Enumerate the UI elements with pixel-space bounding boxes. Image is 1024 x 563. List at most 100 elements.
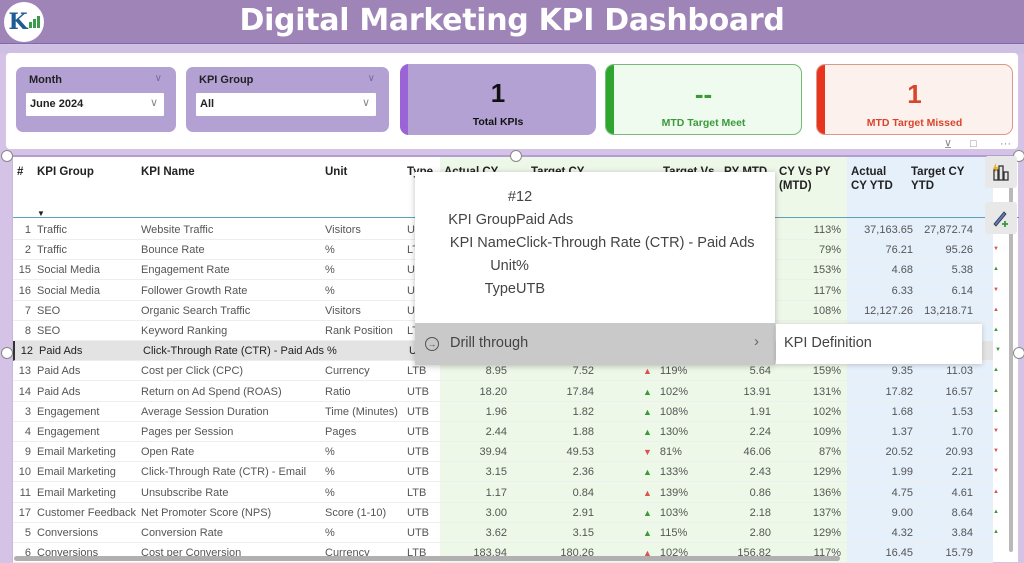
up-arrow-icon: ▲	[993, 306, 999, 313]
down-arrow-icon: ▼	[993, 448, 999, 455]
kpi-group-cell: Social Media	[37, 264, 100, 277]
up-arrow-icon: ▲	[643, 366, 652, 377]
kpi-group-cell: Engagement	[37, 426, 100, 438]
cy-vs-py-cell: 129%	[812, 466, 841, 479]
actual-cy-ytd-cell: 16.45	[885, 547, 913, 560]
kpi-group-cell: Conversions	[37, 527, 99, 539]
row-num: 9	[24, 446, 31, 459]
tooltip-key: Unit	[490, 258, 516, 274]
resize-handle[interactable]	[1013, 347, 1024, 359]
chevron-right-icon: ›	[754, 333, 759, 350]
unit-cell: %	[325, 446, 335, 459]
kpi-group-cell: Email Marketing	[37, 466, 116, 479]
col-header-num[interactable]: #	[17, 166, 24, 178]
target-vs-cell: ▲ 133%	[643, 466, 688, 478]
resize-handle[interactable]	[1, 347, 13, 359]
resize-handle[interactable]	[1, 150, 13, 162]
up-arrow-icon: ▲	[643, 467, 652, 478]
month-slicer-label: Month	[29, 74, 62, 86]
cy-vs-py-cell: 87%	[818, 446, 841, 459]
type-cell: UTB	[407, 446, 429, 459]
unit-cell: Time (Minutes)	[325, 405, 398, 418]
kpi-definition-menu-item[interactable]: KPI Definition	[784, 335, 872, 351]
table-row[interactable]: 14 Paid Ads Return on Ad Spend (ROAS) Ratio…	[13, 382, 999, 402]
row-num: 14	[18, 385, 31, 398]
actual-cy-cell: 3.15	[485, 466, 507, 479]
kpi-group-dropdown[interactable]: All ∨	[196, 93, 376, 116]
col-header-actual-cy-ytd[interactable]: Actual CY YTD	[851, 165, 893, 193]
filter-icon[interactable]: ⊻	[944, 139, 953, 151]
row-num: 17	[18, 506, 31, 519]
cy-vs-py-cell: 131%	[812, 385, 841, 398]
mtd-target-missed-caption: MTD Target Missed	[866, 117, 963, 129]
tooltip-field: KPI Group Paid Ads	[415, 212, 775, 235]
chevron-down-icon[interactable]: ∨	[367, 73, 375, 84]
cy-vs-py-cell: 129%	[812, 527, 841, 539]
table-row[interactable]: 13 Paid Ads Cost per Click (CPC) Currency LT…	[13, 361, 999, 382]
kpi-name-cell: Net Promoter Score (NPS)	[141, 506, 272, 519]
target-vs-cell: ▲ 115%	[643, 527, 687, 539]
table-row[interactable]: 3 Engagement Average Session Duration Time …	[13, 402, 999, 422]
row-num: 3	[24, 405, 31, 418]
target-cy-ytd-cell: 8.64	[951, 506, 973, 519]
up-arrow-icon: ▲	[643, 528, 652, 538]
unit-cell: Visitors	[325, 224, 361, 236]
table-row[interactable]: 17 Customer Feedback Net Promoter Score (N…	[13, 503, 999, 523]
target-vs-value: 139%	[659, 486, 689, 499]
target-vs-value: 119%	[659, 365, 688, 378]
kpi-name-cell: Keyword Ranking	[141, 325, 228, 337]
card-accent	[400, 64, 408, 135]
actual-cy-cell: 1.17	[485, 486, 507, 499]
actual-cy-ytd-cell: 9.00	[891, 506, 913, 519]
format-visual-button[interactable]	[985, 202, 1017, 234]
drill-through-menu-item[interactable]: → Drill through ›	[415, 323, 775, 365]
target-cy-ytd-cell: 11.03	[946, 365, 973, 378]
kpi-group-cell: SEO	[37, 325, 61, 337]
vertical-scrollbar[interactable]	[1009, 160, 1013, 552]
target-cy-cell: 49.53	[566, 446, 594, 459]
actual-cy-ytd-cell: 12,127.26	[864, 304, 913, 317]
more-options-icon[interactable]: ···	[1000, 138, 1011, 150]
target-vs-cell: ▲ 102%	[643, 386, 688, 398]
kpi-group-cell: Email Marketing	[37, 446, 116, 459]
horizontal-scrollbar[interactable]	[14, 556, 840, 561]
col-header-kpi-group[interactable]: KPI Group	[37, 166, 94, 178]
kpi-group-cell: Customer Feedback	[37, 506, 137, 519]
tooltip-key: Type	[484, 281, 516, 297]
target-cy-ytd-cell: 13,218.71	[924, 304, 973, 317]
type-cell: UTB	[407, 506, 429, 519]
table-row[interactable]: 4 Engagement Pages per Session Pages UTB 2.44…	[13, 422, 999, 442]
unit-cell: %	[325, 264, 335, 277]
tooltip-value: %	[516, 258, 529, 274]
build-visual-icon	[993, 163, 1009, 181]
chevron-down-icon[interactable]: ∨	[154, 73, 162, 84]
build-visual-button[interactable]	[985, 156, 1017, 188]
tooltip-field: #12	[415, 189, 775, 212]
target-vs-cell: ▲ 139%	[643, 487, 688, 499]
kpi-group-cell: Paid Ads	[37, 385, 81, 398]
col-header-kpi-name[interactable]: KPI Name	[141, 166, 195, 178]
table-row[interactable]: 5 Conversions Conversion Rate% UTB 3.62 3.15 2…	[13, 523, 999, 543]
col-header-cy-vs-py[interactable]: CY Vs PY (MTD)	[779, 165, 831, 193]
month-dropdown[interactable]: June 2024 ∨	[26, 93, 164, 116]
up-arrow-icon: ▲	[993, 367, 999, 374]
cy-vs-py-cell: 79%	[818, 244, 841, 257]
row-num: 1	[24, 224, 31, 236]
kpi-name-cell: Open Rate	[141, 446, 195, 459]
col-header-target-cy-ytd[interactable]: Target CY YTD	[911, 165, 964, 193]
kpi-group-cell: Social Media	[37, 284, 100, 297]
row-tooltip: #12 KPI Group Paid Ads KPI Name Click-Throug…	[415, 172, 775, 365]
table-row[interactable]: 11 Email Marketing Unsubscribe Rate% LTB 1.1…	[13, 483, 999, 503]
table-row[interactable]: 10 Email Marketing Click-Through Rate (CTR…	[13, 462, 999, 483]
focus-mode-icon[interactable]: □	[970, 138, 977, 150]
logo: K	[4, 2, 44, 42]
table-row[interactable]: 9 Email Marketing Open Rate% UTB 39.94 49.53 4…	[13, 442, 999, 463]
type-cell: UTB	[407, 426, 429, 438]
down-arrow-icon: ▼	[993, 286, 999, 293]
py-mtd-cell: 2.24	[749, 426, 771, 438]
col-header-unit[interactable]: Unit	[325, 166, 348, 178]
resize-handle[interactable]	[510, 150, 522, 162]
target-vs-cell: ▲ 119%	[643, 365, 687, 377]
actual-cy-ytd-cell: 4.68	[891, 264, 913, 277]
actual-cy-cell: 18.20	[479, 385, 507, 398]
